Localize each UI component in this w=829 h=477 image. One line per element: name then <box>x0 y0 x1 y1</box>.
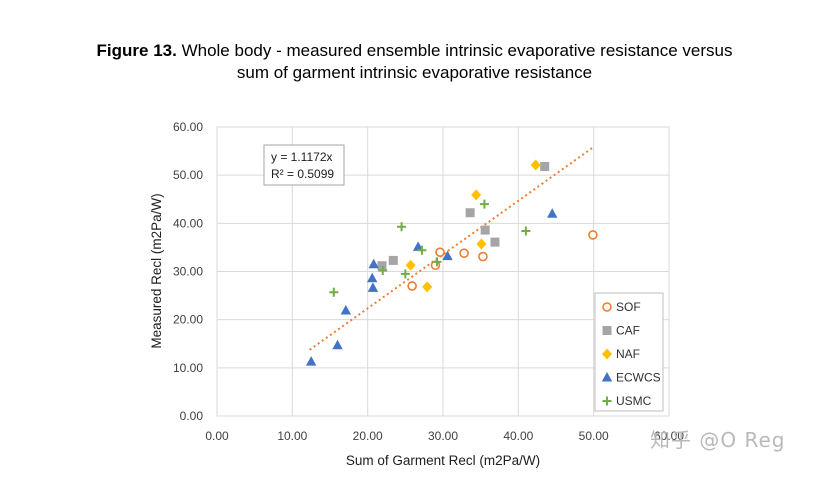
tick-labels: 0.00 10.00 20.00 30.00 40.00 50.00 60.00 0.00 10… <box>173 120 684 443</box>
data-point-usmc <box>397 222 407 232</box>
legend-marker-ecwcs <box>601 372 613 382</box>
data-point-usmc <box>432 257 442 267</box>
caption-line-1: Whole body - measured ensemble intrinsic… <box>181 41 733 60</box>
equation-box: y = 1.1172x R² = 0.5099 <box>263 144 345 186</box>
trend-r2: R² = 0.5099 <box>271 167 334 181</box>
data-point-caf <box>465 208 475 218</box>
x-axis-label: Sum of Garment Recl (m2Pa/W) <box>346 453 540 468</box>
trend-equation: y = 1.1172x <box>271 150 333 164</box>
data-point-ecwcs <box>332 339 343 350</box>
series-sof <box>407 230 598 291</box>
x-tick-label: 0.00 <box>205 429 229 443</box>
legend: SOF CAF NAF ECWCS USMC <box>594 292 664 412</box>
y-tick-label: 20.00 <box>173 313 203 327</box>
series-usmc <box>329 199 531 297</box>
x-tick-label: 30.00 <box>428 429 458 443</box>
figure-label: Figure 13. <box>96 41 177 60</box>
x-tick-label: 50.00 <box>579 429 609 443</box>
legend-label: NAF <box>616 347 640 361</box>
gridlines <box>216 126 670 417</box>
data-point-usmc <box>417 245 427 255</box>
legend-label: CAF <box>616 324 640 338</box>
legend-marker-naf <box>602 348 612 360</box>
data-point-sof <box>435 247 445 258</box>
data-point-naf <box>471 189 482 201</box>
data-point-ecwcs <box>340 305 352 315</box>
legend-marker-sof <box>602 302 612 312</box>
data-point-usmc <box>329 287 339 297</box>
data-point-caf <box>540 161 550 171</box>
trendline <box>309 146 594 351</box>
data-point-naf <box>530 159 541 171</box>
x-tick-label: 60.00 <box>654 429 684 443</box>
y-tick-label: 0.00 <box>180 409 204 423</box>
data-point-sof <box>478 251 488 262</box>
legend-label: USMC <box>616 394 652 408</box>
series-ecwcs <box>305 208 558 366</box>
y-tick-label: 60.00 <box>173 120 203 134</box>
data-point-naf <box>476 238 487 250</box>
data-point-caf <box>388 255 398 265</box>
x-tick-label: 10.00 <box>277 429 307 443</box>
data-point-ecwcs <box>366 272 378 283</box>
data-point-sof <box>459 248 469 258</box>
data-point-caf <box>490 237 500 247</box>
data-point-caf <box>480 225 490 235</box>
data-point-sof <box>588 230 598 240</box>
series-caf <box>377 161 550 271</box>
watermark: 知乎 @O Reg <box>650 428 786 452</box>
y-tick-label: 10.00 <box>173 361 203 375</box>
x-tick-label: 40.00 <box>503 429 533 443</box>
data-point-ecwcs <box>367 282 379 292</box>
y-tick-label: 30.00 <box>173 265 203 279</box>
equation-box-frame <box>263 144 345 186</box>
legend-marker-usmc <box>602 396 612 406</box>
data-point-naf <box>405 259 416 271</box>
legend-item-usmc: USMC <box>602 394 652 408</box>
legend-item-caf: CAF <box>602 324 640 338</box>
legend-item-ecwcs: ECWCS <box>601 371 661 385</box>
legend-item-sof: SOF <box>602 300 641 314</box>
data-point-ecwcs <box>305 356 317 366</box>
y-tick-label: 40.00 <box>173 216 203 230</box>
data-points <box>305 159 598 366</box>
series-naf <box>405 159 541 293</box>
legend-marker-caf <box>602 326 612 335</box>
y-axis-label: Measured Recl (m2Pa/W) <box>149 193 164 348</box>
data-point-ecwcs <box>547 208 558 218</box>
data-point-caf <box>377 261 387 271</box>
data-point-usmc <box>479 199 489 209</box>
legend-item-naf: NAF <box>602 347 640 361</box>
data-point-ecwcs <box>368 258 379 269</box>
x-tick-label: 20.00 <box>353 429 383 443</box>
data-point-usmc <box>378 266 388 276</box>
data-point-usmc <box>400 269 410 279</box>
y-tick-label: 50.00 <box>173 168 203 182</box>
data-point-ecwcs <box>442 250 453 261</box>
legend-label: ECWCS <box>616 371 661 385</box>
caption-line-2: sum of garment intrinsic evaporative res… <box>236 63 593 82</box>
data-point-sof <box>407 281 417 291</box>
legend-label: SOF <box>616 300 641 314</box>
data-point-usmc <box>521 226 531 236</box>
figure-caption: Figure 13. Whole body - measured ensembl… <box>0 40 829 84</box>
data-point-ecwcs <box>412 241 424 251</box>
data-point-naf <box>422 281 433 293</box>
